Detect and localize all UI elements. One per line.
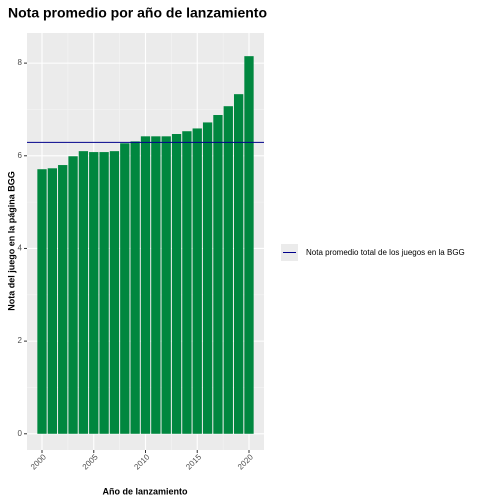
bar [68, 156, 78, 434]
y-axis-label: Nota del juego en la página BGG [6, 171, 16, 311]
bar [233, 94, 244, 434]
bar [78, 151, 89, 434]
bar [202, 122, 213, 434]
y-tick-label: 0 [18, 429, 23, 438]
x-axis-label: Año de lanzamiento [102, 486, 188, 496]
bar [182, 131, 192, 434]
chart-title: Nota promedio por año de lanzamiento [8, 5, 267, 21]
bar [120, 143, 130, 434]
bar [161, 136, 171, 434]
bar [89, 152, 99, 434]
bar [37, 169, 47, 434]
bar [213, 115, 223, 434]
bar [244, 56, 254, 434]
y-tick-label: 6 [18, 151, 23, 160]
y-tick-label: 2 [18, 336, 23, 345]
y-tick-label: 4 [18, 244, 23, 253]
bar [151, 136, 161, 434]
bar [99, 152, 109, 434]
bar [192, 128, 202, 434]
bar [58, 165, 68, 434]
y-tick-label: 8 [18, 58, 23, 67]
bar [140, 136, 151, 434]
bar [47, 168, 58, 434]
bar [130, 141, 140, 434]
bar [223, 106, 233, 434]
legend-label: Nota promedio total de los juegos en la … [306, 248, 465, 257]
bar [109, 151, 120, 434]
bar [171, 134, 182, 434]
